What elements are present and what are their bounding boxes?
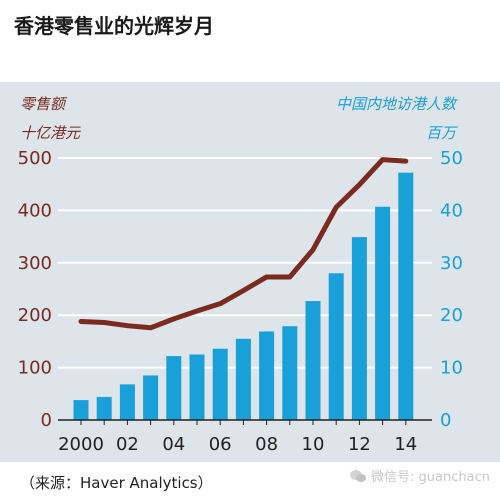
visitor-bar bbox=[189, 354, 205, 420]
y-tick-left: 0 bbox=[41, 410, 52, 431]
visitor-bar bbox=[259, 331, 275, 420]
y-tick-left: 400 bbox=[18, 200, 52, 221]
wechat-icon bbox=[350, 469, 367, 482]
x-tick-label: 14 bbox=[394, 434, 417, 455]
x-tick-label: 10 bbox=[302, 434, 325, 455]
y-tick-right: 50 bbox=[440, 148, 463, 169]
y-tick-right: 20 bbox=[440, 305, 463, 326]
y-tick-right: 40 bbox=[440, 200, 463, 221]
visitor-bar bbox=[73, 400, 89, 420]
visitor-bar bbox=[305, 301, 321, 420]
y-axis-right-label-line2: 百万 bbox=[425, 124, 456, 142]
chart-title: 香港零售业的光辉岁月 bbox=[14, 14, 214, 38]
visitor-bar bbox=[351, 237, 367, 420]
x-tick-label: 08 bbox=[255, 434, 278, 455]
y-axis-left-label-line1: 零售额 bbox=[20, 95, 66, 113]
visitor-bar bbox=[328, 273, 344, 420]
source-note: （来源：Haver Analytics） bbox=[20, 474, 213, 492]
y-tick-right: 30 bbox=[440, 253, 463, 274]
y-tick-right: 10 bbox=[440, 358, 463, 379]
axes: 0 100 200 300 400 500 0 10 20 30 40 50 2000 02 04 06 08 1… bbox=[18, 148, 463, 455]
x-tick-label: 04 bbox=[162, 434, 185, 455]
visitor-bar bbox=[143, 375, 159, 420]
visitor-bar bbox=[235, 338, 251, 420]
y-axis-right-label-line1: 中国内地访港人数 bbox=[335, 95, 456, 113]
visitor-bar bbox=[282, 326, 298, 420]
x-tick-label: 06 bbox=[209, 434, 232, 455]
retail-sales-line bbox=[78, 157, 409, 331]
visitor-bar bbox=[119, 384, 135, 420]
visitor-bar bbox=[375, 206, 391, 420]
visitor-bar bbox=[96, 396, 112, 420]
y-tick-left: 500 bbox=[18, 148, 52, 169]
y-axis-left-label-line2: 十亿港元 bbox=[20, 124, 81, 142]
y-tick-left: 300 bbox=[18, 253, 52, 274]
visitor-bars bbox=[73, 172, 414, 420]
x-tick-label: 2000 bbox=[58, 434, 104, 455]
visitor-bar bbox=[166, 356, 182, 420]
watermark: 微信号: guanchacn bbox=[349, 466, 490, 485]
watermark-text: 微信号: guanchacn bbox=[371, 470, 490, 485]
visitor-bar bbox=[398, 172, 414, 420]
x-tick-label: 12 bbox=[348, 434, 371, 455]
y-tick-right: 0 bbox=[440, 410, 451, 431]
visitor-bar bbox=[212, 348, 228, 420]
y-tick-left: 100 bbox=[18, 358, 52, 379]
retail-sales-line-path bbox=[78, 157, 409, 331]
x-tick-label: 02 bbox=[116, 434, 139, 455]
y-tick-left: 200 bbox=[18, 305, 52, 326]
